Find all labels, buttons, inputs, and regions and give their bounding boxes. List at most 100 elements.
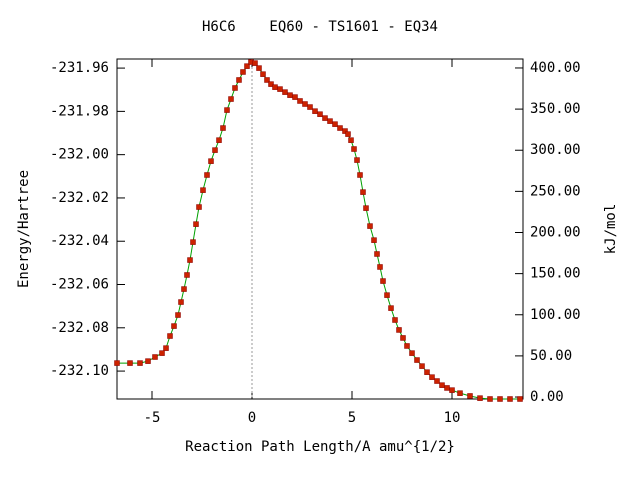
point-marker [497, 396, 503, 402]
y-tick-label: -231.96 [50, 60, 109, 76]
point-marker [377, 264, 383, 270]
point-marker [317, 111, 323, 117]
point-marker [327, 118, 333, 124]
point-marker [167, 333, 173, 339]
point-marker [287, 92, 293, 98]
point-marker [292, 94, 298, 100]
point-marker [434, 378, 440, 384]
y2-tick-label: 50.00 [530, 348, 572, 364]
point-marker [374, 251, 380, 257]
point-marker [208, 158, 214, 164]
point-marker [404, 343, 410, 349]
point-marker [200, 187, 206, 193]
point-marker [517, 396, 523, 402]
y2-axis-label: kJ/mol [603, 204, 619, 255]
point-marker [196, 204, 202, 210]
point-marker [152, 354, 158, 360]
point-marker [264, 77, 270, 83]
y-tick-label: -232.10 [50, 363, 109, 379]
point-marker [360, 189, 366, 195]
point-marker [193, 221, 199, 227]
point-marker [228, 96, 234, 102]
point-marker [232, 85, 238, 91]
point-marker [302, 101, 308, 107]
point-marker [272, 84, 278, 90]
point-marker [367, 223, 373, 229]
point-marker [348, 137, 354, 143]
point-marker [175, 312, 181, 318]
point-marker [252, 60, 258, 66]
y-tick-label: -232.02 [50, 190, 109, 206]
point-marker [354, 157, 360, 163]
point-marker [145, 358, 151, 364]
point-marker [380, 278, 386, 284]
point-marker [388, 305, 394, 311]
point-marker [256, 65, 262, 71]
x-tick-label: 5 [348, 410, 356, 426]
point-marker [363, 205, 369, 211]
point-marker [187, 257, 193, 263]
point-marker [216, 137, 222, 143]
point-marker [332, 121, 338, 127]
point-marker [396, 327, 402, 333]
x-tick-label: 10 [444, 410, 461, 426]
point-marker [127, 360, 133, 366]
y2-tick-label: 200.00 [530, 224, 581, 240]
y2-tick-label: 150.00 [530, 266, 581, 282]
y-axis-label: Energy/Hartree [16, 170, 32, 288]
point-marker [414, 357, 420, 363]
point-marker [371, 237, 377, 243]
x-tick-label: -5 [144, 410, 161, 426]
point-marker [337, 125, 343, 131]
point-marker [244, 63, 250, 69]
y2-tick-label: 0.00 [530, 389, 564, 405]
point-marker [220, 125, 226, 131]
point-marker [277, 86, 283, 92]
point-marker [260, 71, 266, 77]
point-marker [351, 146, 357, 152]
point-marker [384, 292, 390, 298]
point-marker [429, 374, 435, 380]
point-marker [357, 172, 363, 178]
y-tick-label: -232.04 [50, 233, 109, 249]
y2-tick-label: 250.00 [530, 183, 581, 199]
point-marker [212, 147, 218, 153]
point-marker [409, 350, 415, 356]
point-marker [240, 69, 246, 75]
point-marker [419, 363, 425, 369]
point-marker [224, 107, 230, 113]
plot-frame [116, 58, 524, 400]
point-marker [297, 98, 303, 104]
point-marker [444, 385, 450, 391]
point-marker [163, 345, 169, 351]
point-marker [184, 272, 190, 278]
point-marker [178, 299, 184, 305]
point-marker [400, 335, 406, 341]
point-marker [236, 77, 242, 83]
point-marker [268, 81, 274, 87]
point-marker [507, 396, 513, 402]
point-marker [181, 286, 187, 292]
point-marker [424, 369, 430, 375]
point-marker [282, 89, 288, 95]
point-marker [114, 360, 120, 366]
point-marker [477, 395, 483, 401]
point-marker [487, 396, 493, 402]
x-axis-label: Reaction Path Length/A amu^{1/2} [185, 439, 455, 455]
y-tick-label: -231.98 [50, 103, 109, 119]
point-marker [171, 323, 177, 329]
y2-tick-label: 400.00 [530, 60, 581, 76]
chart-title: H6C6 EQ60 - TS1601 - EQ34 [202, 19, 438, 35]
y2-tick-label: 100.00 [530, 307, 581, 323]
point-marker [137, 360, 143, 366]
y2-tick-label: 350.00 [530, 101, 581, 117]
y2-tick-label: 300.00 [530, 142, 581, 158]
point-marker [312, 108, 318, 114]
y-tick-label: -232.08 [50, 320, 109, 336]
y-tick-label: -232.06 [50, 277, 109, 293]
point-marker [159, 350, 165, 356]
point-marker [345, 131, 351, 137]
point-marker [392, 317, 398, 323]
point-marker [449, 387, 455, 393]
